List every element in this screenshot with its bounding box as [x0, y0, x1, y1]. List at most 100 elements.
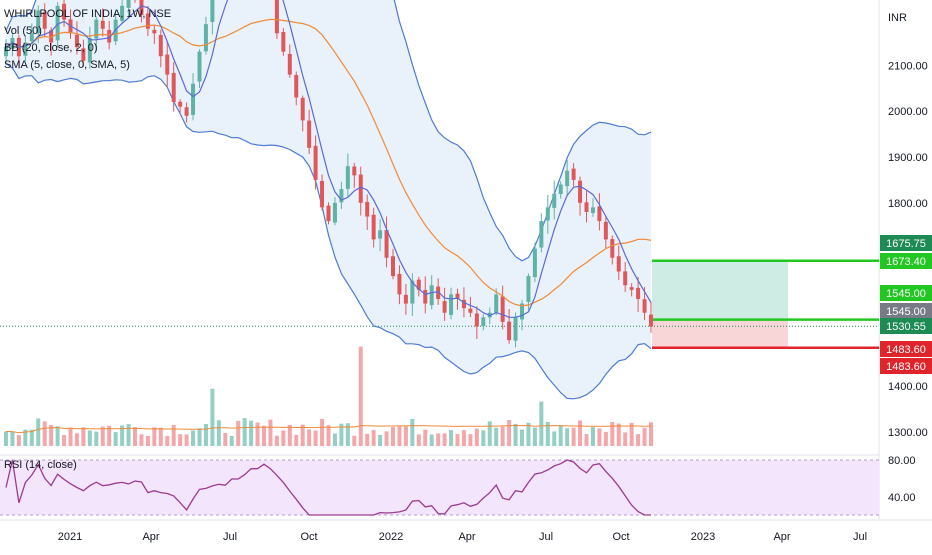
volume-bar: [191, 430, 196, 446]
price-labels: 1675.75 1673.40 1545.00 1545.00 1530.55 1483.…: [880, 235, 932, 374]
volume-bar: [126, 424, 131, 446]
candle-body: [442, 301, 447, 313]
volume-bar: [216, 420, 221, 446]
candle-body: [436, 286, 441, 299]
volume-bar: [113, 432, 118, 446]
candle-body: [571, 168, 576, 180]
volume-bar: [545, 421, 550, 446]
y-tick-label: 1800.00: [888, 198, 928, 210]
profit-zone[interactable]: [652, 260, 788, 320]
volume-bar: [636, 434, 641, 446]
price-label-box: [880, 253, 932, 269]
candle-body: [623, 271, 628, 286]
candle-body: [365, 201, 370, 217]
candle-body: [410, 280, 415, 304]
candle-body: [507, 321, 512, 341]
candle-body: [307, 120, 312, 148]
candle-body: [642, 299, 647, 313]
candle-body: [545, 207, 550, 221]
candle-body: [313, 145, 318, 180]
candle-body: [629, 287, 634, 290]
candle-body: [345, 166, 350, 189]
volume-bar: [487, 421, 492, 446]
volume-bar: [62, 435, 67, 446]
y-tick-label: 2100.00: [888, 60, 928, 72]
volume-bar: [403, 426, 408, 446]
price-axis: INR 2100.00 2000.00 1900.00 1800.00 1400.00 13…: [888, 12, 928, 504]
candle-body: [468, 308, 473, 313]
volume-bar: [294, 434, 299, 446]
volume-bar: [423, 429, 428, 446]
volume-bar: [442, 433, 447, 446]
volume-bar: [507, 419, 512, 446]
volume-bar: [332, 433, 337, 446]
rsi-tick-label: 40.00: [888, 492, 916, 504]
volume-bar: [145, 435, 150, 446]
candle-body: [62, 3, 67, 20]
volume-bar: [584, 434, 589, 446]
volume-bar: [339, 423, 344, 446]
volume-bar: [87, 430, 92, 446]
volume-bar: [23, 429, 28, 446]
volume-bar: [307, 429, 312, 446]
volume-bar: [171, 424, 176, 446]
y-tick-label: 1300.00: [888, 427, 928, 439]
candle-body: [171, 72, 176, 103]
sma-legend[interactable]: SMA (5, close, 0, SMA, 5): [4, 59, 130, 71]
candle-body: [81, 48, 86, 61]
volume-bar: [365, 433, 370, 446]
candle-body: [429, 285, 434, 306]
volume-bar: [410, 419, 415, 446]
loss-zone[interactable]: [652, 319, 788, 348]
volume-bar: [210, 388, 215, 446]
volume-bar: [384, 431, 389, 446]
volume-bar: [36, 418, 41, 446]
y-tick-label: INR: [888, 12, 907, 24]
candle-body: [371, 214, 376, 240]
candle-body: [526, 276, 531, 302]
candle-body: [552, 193, 557, 208]
x-tick-label: Jul: [853, 531, 867, 543]
volume-bar: [468, 434, 473, 446]
candle-body: [29, 33, 34, 42]
volume-bar: [133, 427, 137, 446]
rsi-path: [5, 459, 651, 516]
candle-body: [10, 37, 15, 49]
candle-body: [87, 37, 92, 63]
candle-body: [191, 83, 196, 115]
volume-bar: [358, 346, 363, 446]
bollinger-legend[interactable]: BB (20, close, 2, 0): [4, 42, 98, 54]
volume-bar: [597, 428, 602, 446]
price-label-text: 1673.40: [886, 256, 926, 268]
volume-bar: [74, 433, 79, 446]
volume-bar: [461, 430, 466, 446]
volume-bar: [255, 422, 260, 446]
candle-body: [532, 248, 537, 278]
candle-body: [36, 10, 41, 34]
volume-bar: [474, 428, 479, 446]
volume-bar: [416, 434, 421, 446]
price-label-box: [880, 341, 932, 357]
candle-body: [197, 51, 202, 82]
candle-body: [178, 101, 183, 107]
candle-body: [49, 30, 54, 43]
rsi-tick-label: 80.00: [888, 455, 916, 467]
candle-body: [481, 317, 486, 327]
volume-bar: [378, 434, 383, 446]
volume-bar: [268, 419, 273, 446]
candle-body: [300, 97, 305, 121]
bollinger-basis: [5, 18, 652, 307]
volume-bar: [481, 430, 486, 446]
candle-body: [203, 24, 208, 52]
symbol-title[interactable]: WHIRLPOOL OF INDIA, 1W, NSE: [4, 8, 172, 20]
volume-legend[interactable]: Vol (50): [4, 25, 42, 37]
candle-body: [474, 313, 479, 327]
candle-body: [74, 34, 79, 48]
candle-body: [558, 184, 563, 195]
candle-body: [42, 12, 47, 29]
volume-bar: [223, 432, 228, 446]
y-tick-label: 1400.00: [888, 381, 928, 393]
rsi-legend[interactable]: RSI (14, close): [4, 459, 77, 471]
volume-bar: [526, 422, 531, 446]
